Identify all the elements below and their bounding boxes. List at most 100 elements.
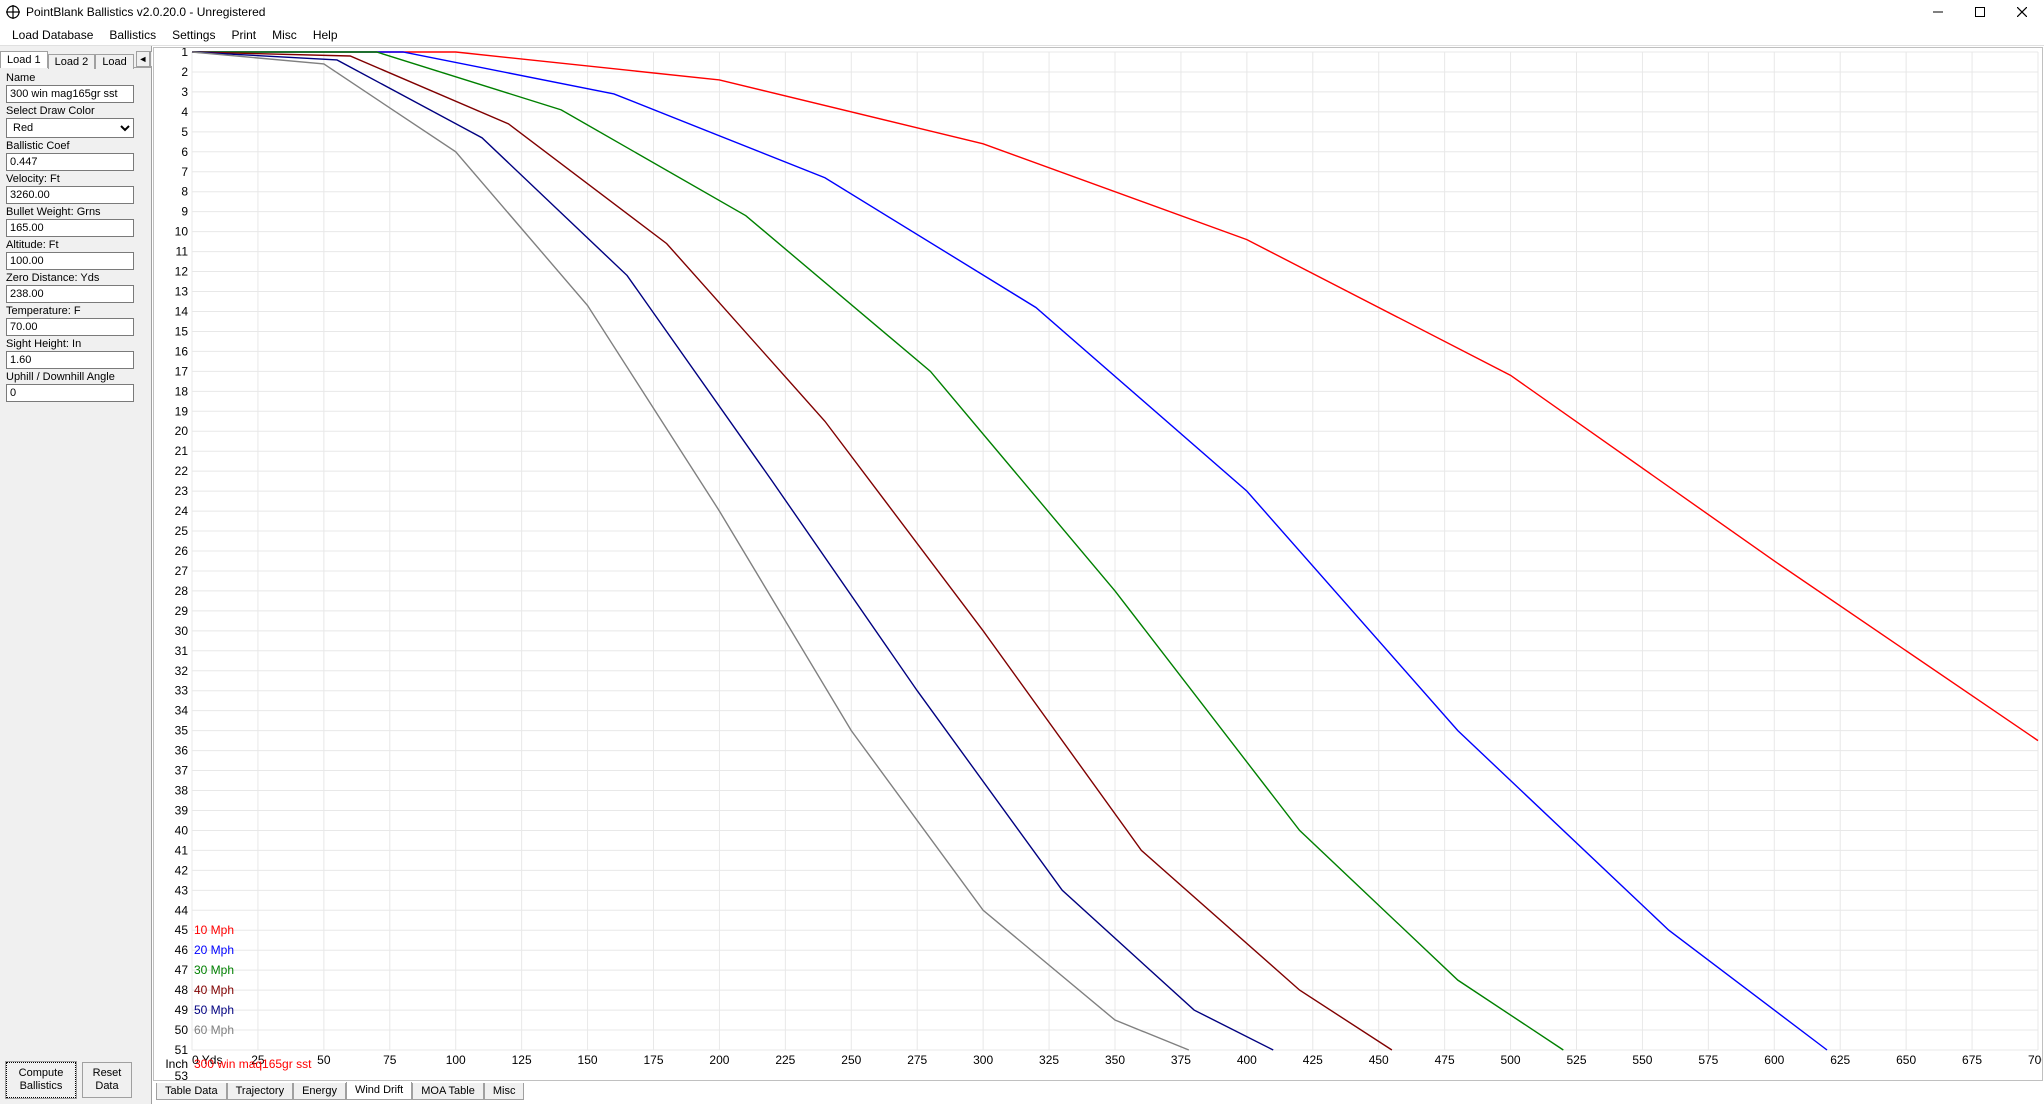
reset-button[interactable]: ResetData (82, 1062, 132, 1098)
load-tab-0[interactable]: Load 1 (0, 51, 48, 68)
titlebar: PointBlank Ballistics v2.0.20.0 - Unregi… (0, 0, 2044, 24)
svg-text:675: 675 (1962, 1053, 1982, 1067)
svg-text:5: 5 (181, 125, 188, 139)
name-input[interactable] (6, 85, 134, 103)
bc-input[interactable] (6, 153, 134, 171)
menu-item-help[interactable]: Help (305, 26, 346, 44)
menu-item-ballistics[interactable]: Ballistics (101, 26, 164, 44)
weight-input[interactable] (6, 219, 134, 237)
svg-text:150: 150 (578, 1053, 598, 1067)
menu-item-print[interactable]: Print (223, 26, 264, 44)
load-tabs: Load 1Load 2Load ◄► (0, 46, 151, 68)
svg-text:700: 700 (2028, 1053, 2042, 1067)
svg-text:36: 36 (175, 744, 189, 758)
svg-text:525: 525 (1566, 1053, 1586, 1067)
angle-label: Uphill / Downhill Angle (6, 371, 145, 383)
altitude-input[interactable] (6, 252, 134, 270)
bottom-tab-wind-drift[interactable]: Wind Drift (346, 1082, 412, 1100)
minimize-button[interactable] (1926, 2, 1950, 22)
zero-input[interactable] (6, 285, 134, 303)
svg-text:10 Mph: 10 Mph (194, 923, 234, 937)
menu-item-misc[interactable]: Misc (264, 26, 305, 44)
wind-drift-chart: 1234567891011121314151617181920212223242… (154, 48, 2042, 1080)
angle-input[interactable] (6, 384, 134, 402)
svg-text:53: 53 (175, 1069, 189, 1080)
temp-label: Temperature: F (6, 305, 145, 317)
svg-text:300: 300 (973, 1053, 993, 1067)
bottom-tab-misc[interactable]: Misc (484, 1083, 525, 1100)
svg-text:375: 375 (1171, 1053, 1191, 1067)
svg-text:51: 51 (175, 1043, 189, 1057)
svg-text:250: 250 (841, 1053, 861, 1067)
bottom-tab-moa-table[interactable]: MOA Table (412, 1083, 484, 1100)
svg-text:43: 43 (175, 883, 189, 897)
load-nav-left[interactable]: ◄ (136, 51, 150, 67)
svg-text:125: 125 (512, 1053, 532, 1067)
svg-text:14: 14 (175, 304, 189, 318)
velocity-input[interactable] (6, 186, 134, 204)
svg-text:225: 225 (775, 1053, 795, 1067)
close-button[interactable] (2010, 2, 2034, 22)
svg-text:33: 33 (175, 684, 189, 698)
svg-text:350: 350 (1105, 1053, 1125, 1067)
menubar: Load DatabaseBallisticsSettingsPrintMisc… (0, 24, 2044, 46)
svg-text:30: 30 (175, 624, 189, 638)
svg-text:11: 11 (176, 245, 189, 259)
temp-input[interactable] (6, 318, 134, 336)
menu-item-load-database[interactable]: Load Database (4, 26, 101, 44)
svg-text:625: 625 (1830, 1053, 1850, 1067)
svg-text:31: 31 (175, 644, 189, 658)
svg-text:17: 17 (175, 364, 189, 378)
load-tab-1[interactable]: Load 2 (48, 54, 96, 69)
bottom-tab-table-data[interactable]: Table Data (156, 1083, 227, 1100)
main-area: Load 1Load 2Load ◄► Name Select Draw Col… (0, 46, 2044, 1104)
svg-text:20 Mph: 20 Mph (194, 943, 234, 957)
svg-text:400: 400 (1237, 1053, 1257, 1067)
bottom-tab-trajectory[interactable]: Trajectory (227, 1083, 294, 1100)
svg-text:4: 4 (181, 105, 188, 119)
sight-input[interactable] (6, 351, 134, 369)
menu-item-settings[interactable]: Settings (164, 26, 223, 44)
svg-text:60 Mph: 60 Mph (194, 1023, 234, 1037)
svg-text:49: 49 (175, 1003, 189, 1017)
maximize-button[interactable] (1968, 2, 1992, 22)
svg-text:35: 35 (175, 724, 189, 738)
svg-text:23: 23 (175, 484, 189, 498)
svg-text:40 Mph: 40 Mph (194, 983, 234, 997)
color-select[interactable]: Red (6, 118, 134, 138)
svg-text:40: 40 (175, 823, 189, 837)
svg-text:47: 47 (175, 963, 189, 977)
svg-text:10: 10 (175, 225, 189, 239)
svg-text:7: 7 (181, 165, 188, 179)
svg-text:34: 34 (175, 704, 189, 718)
compute-button[interactable]: ComputeBallistics (6, 1062, 76, 1098)
svg-text:475: 475 (1435, 1053, 1455, 1067)
svg-text:575: 575 (1698, 1053, 1718, 1067)
load-tab-2[interactable]: Load (95, 54, 133, 69)
left-panel: Load 1Load 2Load ◄► Name Select Draw Col… (0, 46, 152, 1104)
bc-label: Ballistic Coef (6, 140, 145, 152)
svg-text:15: 15 (175, 324, 189, 338)
svg-text:50: 50 (317, 1053, 331, 1067)
svg-text:200: 200 (709, 1053, 729, 1067)
bottom-tabs: Table DataTrajectoryEnergyWind DriftMOA … (152, 1082, 2044, 1104)
svg-text:3: 3 (181, 85, 188, 99)
window-title: PointBlank Ballistics v2.0.20.0 - Unregi… (26, 5, 1926, 19)
svg-text:45: 45 (175, 923, 189, 937)
svg-text:6: 6 (181, 145, 188, 159)
bottom-tab-energy[interactable]: Energy (293, 1083, 346, 1100)
altitude-label: Altitude: Ft (6, 239, 145, 251)
svg-text:41: 41 (175, 843, 189, 857)
svg-text:29: 29 (175, 604, 189, 618)
svg-text:16: 16 (175, 344, 189, 358)
svg-text:500: 500 (1501, 1053, 1521, 1067)
name-label: Name (6, 72, 145, 84)
svg-text:300 win maq165gr sst: 300 win maq165gr sst (194, 1057, 312, 1071)
velocity-label: Velocity: Ft (6, 173, 145, 185)
svg-text:28: 28 (175, 584, 189, 598)
svg-text:50: 50 (175, 1023, 189, 1037)
svg-text:8: 8 (181, 185, 188, 199)
svg-text:18: 18 (175, 384, 189, 398)
color-label: Select Draw Color (6, 105, 145, 117)
svg-text:22: 22 (175, 464, 189, 478)
